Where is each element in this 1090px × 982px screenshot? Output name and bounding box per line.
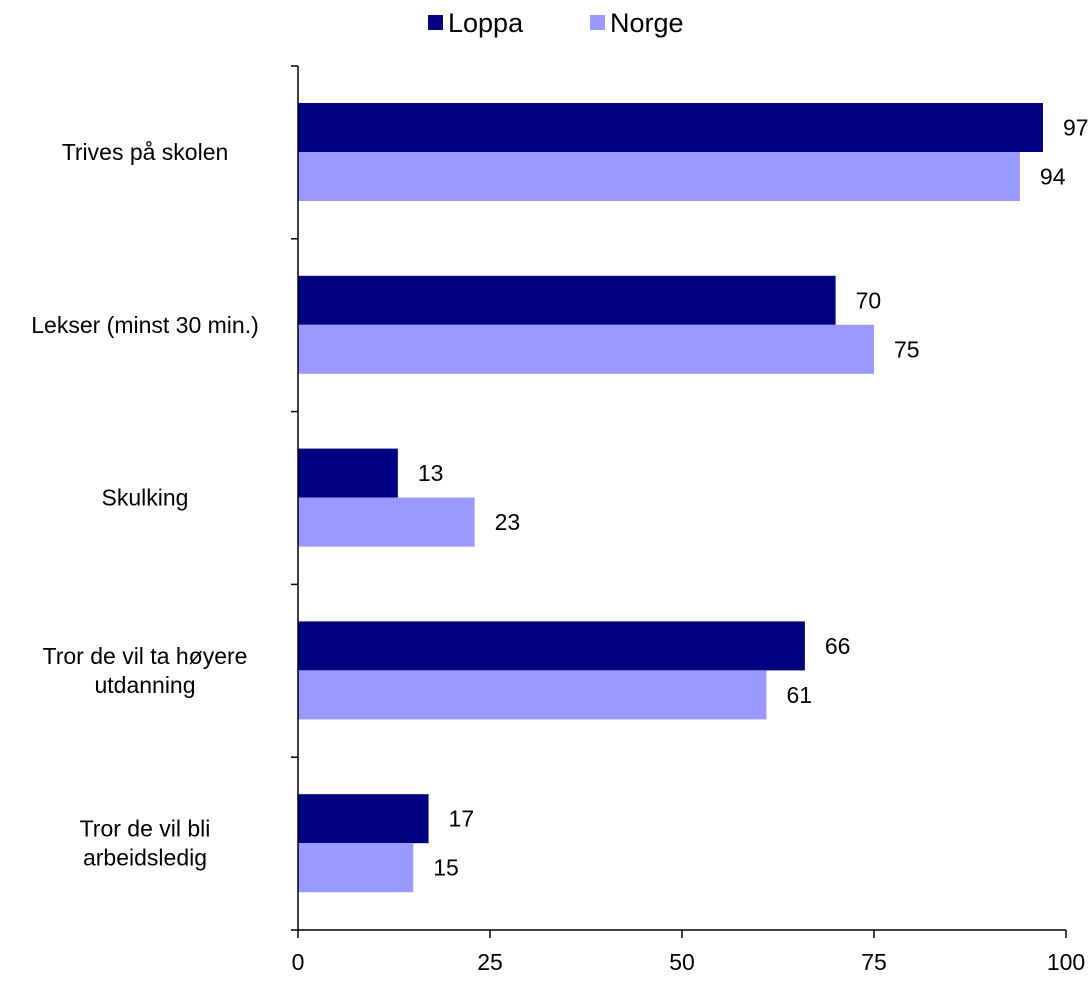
bar-norge-1 xyxy=(298,324,874,374)
value-label-loppa-2: 13 xyxy=(418,460,444,486)
value-label-norge-3: 61 xyxy=(786,682,812,708)
x-tick-label-75: 75 xyxy=(861,949,887,975)
legend-label-loppa: Loppa xyxy=(448,8,524,38)
bars-layer xyxy=(298,103,1043,893)
bar-loppa-2 xyxy=(298,448,398,498)
legend-swatch-norge xyxy=(590,15,605,30)
category-label-0: Trives på skolen xyxy=(62,139,229,165)
x-tick-label-50: 50 xyxy=(669,949,695,975)
value-label-norge-4: 15 xyxy=(433,855,459,881)
bar-norge-2 xyxy=(298,497,475,547)
category-label-4: Tror de vil bli arbeidsledig xyxy=(80,816,211,871)
legend-swatch-loppa xyxy=(428,15,443,30)
category-label-line: utdanning xyxy=(94,672,195,698)
x-tick-label-100: 100 xyxy=(1047,949,1085,975)
category-label-line: Trives på skolen xyxy=(62,139,229,165)
category-label-3: Tror de vil ta høyere utdanning xyxy=(43,643,248,698)
category-label-line: arbeidsledig xyxy=(83,845,207,871)
value-label-loppa-0: 97 xyxy=(1063,115,1089,141)
category-label-line: Tror de vil ta høyere xyxy=(43,643,248,669)
x-tick-label-0: 0 xyxy=(292,949,305,975)
axes-layer: 0 25 50 75 100 xyxy=(291,65,1085,975)
bar-loppa-3 xyxy=(298,621,805,671)
bar-loppa-1 xyxy=(298,275,836,325)
category-label-2: Skulking xyxy=(102,485,189,511)
x-tick-label-25: 25 xyxy=(477,949,503,975)
bar-loppa-0 xyxy=(298,103,1043,152)
bar-loppa-4 xyxy=(298,794,429,844)
value-label-loppa-3: 66 xyxy=(825,633,851,659)
bar-norge-4 xyxy=(298,843,414,893)
bar-norge-3 xyxy=(298,670,767,720)
value-label-norge-2: 23 xyxy=(495,509,521,535)
legend: Loppa Norge xyxy=(428,8,684,38)
category-label-line: Skulking xyxy=(102,485,189,511)
value-labels-layer: 97 94 70 75 13 23 66 61 17 15 xyxy=(418,115,1089,881)
value-label-norge-1: 75 xyxy=(894,336,920,362)
category-labels-layer: Trives på skolen Lekser (minst 30 min.) Sk… xyxy=(31,139,259,871)
legend-label-norge: Norge xyxy=(610,8,684,38)
value-label-loppa-4: 17 xyxy=(449,806,475,832)
category-label-line: Lekser (minst 30 min.) xyxy=(31,312,259,338)
category-label-1: Lekser (minst 30 min.) xyxy=(31,312,259,338)
value-label-norge-0: 94 xyxy=(1040,164,1066,190)
value-label-loppa-1: 70 xyxy=(856,287,882,313)
bar-norge-0 xyxy=(298,152,1020,201)
category-label-line: Tror de vil bli xyxy=(80,816,211,842)
